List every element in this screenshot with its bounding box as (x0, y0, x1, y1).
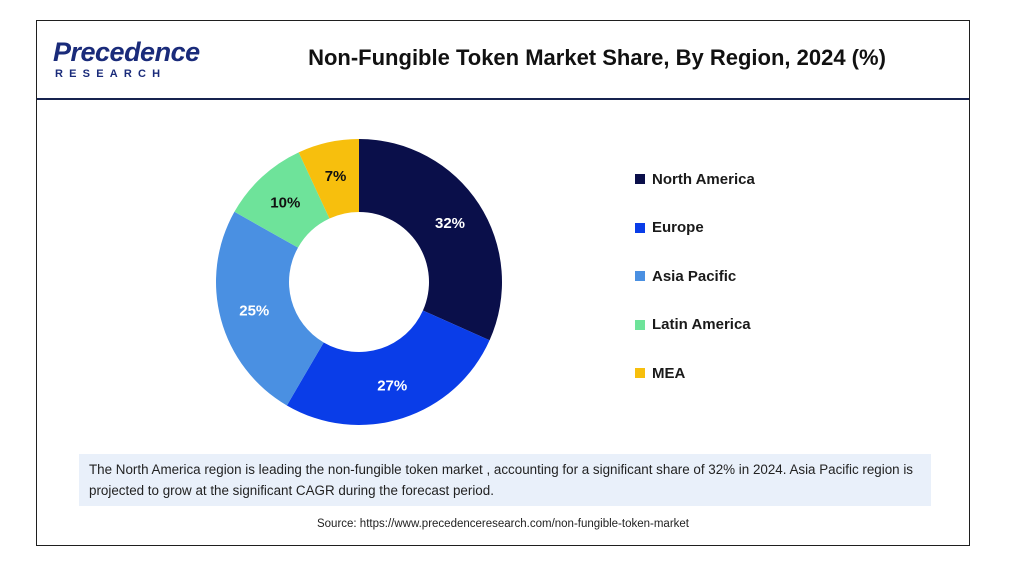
legend-swatch (635, 368, 645, 378)
slice-label-europe: 27% (377, 377, 407, 394)
slice-label-latin-america: 10% (270, 194, 300, 211)
chart-frame: Precedence RESEARCH Non-Fungible Token M… (36, 20, 970, 546)
legend-label: Latin America (652, 316, 751, 333)
legend-item-europe: Europe (635, 216, 755, 240)
slice-label-north-america: 32% (435, 215, 465, 232)
slice-europe (286, 310, 490, 425)
legend-swatch (635, 319, 645, 330)
legend-item-latin-america: Latin America (635, 313, 755, 337)
chart-legend: North America Europe Asia Pacific Latin Ame… (635, 167, 755, 410)
legend-swatch (635, 222, 645, 233)
legend-label: North America (652, 170, 755, 188)
slice-label-mea: 7% (325, 168, 347, 185)
legend-label: Asia Pacific (652, 267, 737, 285)
legend-label: MEA (652, 364, 686, 382)
legend-swatch (635, 271, 645, 281)
legend-item-north-america: North America (635, 167, 755, 191)
slice-latin-america (234, 152, 330, 248)
source-citation: Source: https://www.precedenceresearch.c… (316, 518, 689, 530)
slice-label-asia-pacific: 25% (239, 302, 269, 319)
legend-item-asia-pacific: Asia Pacific (635, 264, 755, 288)
logo-wordmark: Precedence (53, 37, 200, 67)
legend-item-mea: MEA (635, 361, 755, 385)
slice-north-america (359, 139, 502, 341)
slice-mea (298, 139, 359, 219)
legend-swatch (635, 174, 645, 184)
summary-note: The North America region is leading the … (79, 454, 931, 506)
donut-chart: 32% 27% 25% 10% 7% (216, 139, 502, 425)
logo-subtitle: RESEARCH (55, 68, 167, 80)
slice-asia-pacific (216, 211, 324, 406)
chart-title: Non-Fungible Token Market Share, By Regi… (308, 45, 886, 70)
brand-logo: Precedence RESEARCH (53, 37, 200, 85)
legend-label: Europe (652, 219, 704, 236)
header: Precedence RESEARCH Non-Fungible Token M… (37, 21, 969, 100)
